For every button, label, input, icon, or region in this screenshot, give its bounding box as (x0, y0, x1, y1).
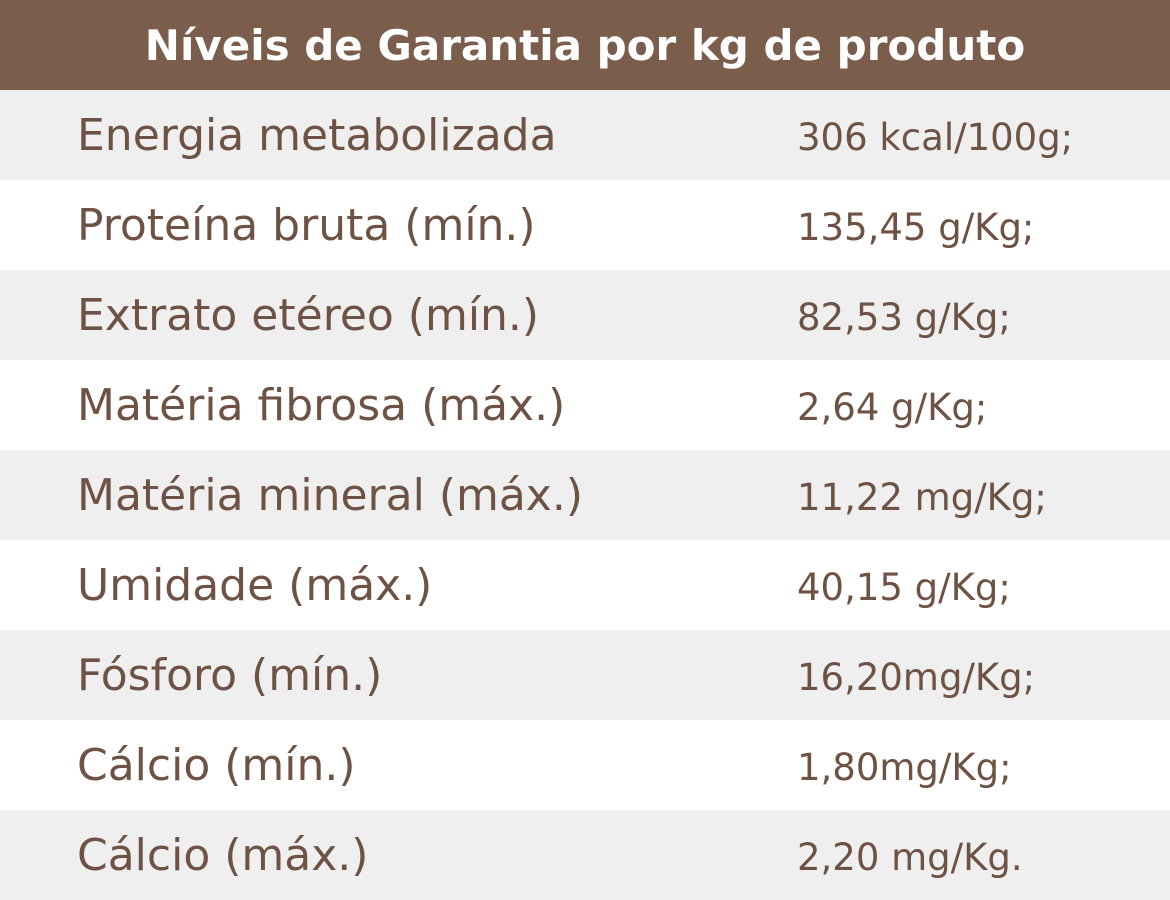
nutrient-label: Proteína bruta (mín.) (77, 200, 536, 251)
nutrient-label: Energia metabolizada (77, 110, 557, 161)
nutrient-value: 135,45 g/Kg; (797, 206, 1035, 249)
nutrient-label: Umidade (máx.) (77, 560, 433, 611)
nutrient-value: 40,15 g/Kg; (797, 566, 1011, 609)
nutrient-label: Matéria mineral (máx.) (77, 470, 583, 521)
nutrient-value: 1,80mg/Kg; (797, 746, 1012, 789)
nutrient-value: 2,20 mg/Kg. (797, 836, 1023, 879)
nutrient-label: Cálcio (mín.) (77, 740, 356, 791)
nutrient-value: 306 kcal/100g; (797, 116, 1074, 159)
nutrient-value: 16,20mg/Kg; (797, 656, 1036, 699)
table-header: Níveis de Garantia por kg de produto (0, 0, 1170, 90)
nutrient-label: Fósforo (mín.) (77, 650, 383, 701)
table-row: Proteína bruta (mín.) 135,45 g/Kg; (0, 180, 1170, 270)
table-row: Cálcio (mín.) 1,80mg/Kg; (0, 720, 1170, 810)
table-row: Cálcio (máx.) 2,20 mg/Kg. (0, 810, 1170, 900)
table-row: Matéria mineral (máx.) 11,22 mg/Kg; (0, 450, 1170, 540)
table-body: Energia metabolizada 306 kcal/100g; Proteí… (0, 90, 1170, 900)
nutrient-value: 82,53 g/Kg; (797, 296, 1011, 339)
nutrient-label: Matéria fibrosa (máx.) (77, 380, 566, 431)
table-row: Energia metabolizada 306 kcal/100g; (0, 90, 1170, 180)
table-row: Extrato etéreo (mín.) 82,53 g/Kg; (0, 270, 1170, 360)
table-row: Umidade (máx.) 40,15 g/Kg; (0, 540, 1170, 630)
nutrient-label: Extrato etéreo (mín.) (77, 290, 540, 341)
table-row: Matéria fibrosa (máx.) 2,64 g/Kg; (0, 360, 1170, 450)
table-row: Fósforo (mín.) 16,20mg/Kg; (0, 630, 1170, 720)
nutrient-value: 11,22 mg/Kg; (797, 476, 1047, 519)
nutrient-value: 2,64 g/Kg; (797, 386, 988, 429)
nutrient-label: Cálcio (máx.) (77, 830, 369, 881)
